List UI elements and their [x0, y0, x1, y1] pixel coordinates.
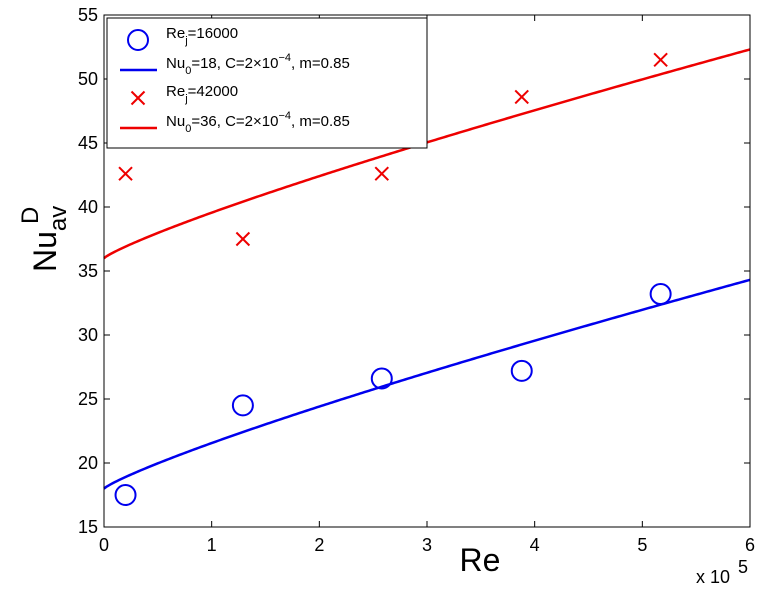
y-tick-label: 45 [78, 133, 98, 153]
x-marker [118, 166, 133, 181]
y-tick-label: 25 [78, 389, 98, 409]
legend: Rej=16000 Nu0=18, C=2×10−4, m=0.85 Rej=420… [106, 17, 428, 149]
y-tick-label: 15 [78, 517, 98, 537]
x-tick-label: 5 [637, 535, 647, 555]
y-tick-label: 55 [78, 5, 98, 25]
legend-label: Rej=42000 [166, 83, 238, 105]
y-axis-label-main: Nu [27, 231, 63, 272]
circle-marker [231, 394, 254, 417]
legend-label: Nu0=18, C=2×10−4, m=0.85 [166, 52, 350, 77]
circle-marker [370, 367, 393, 390]
x-tick-label: 0 [99, 535, 109, 555]
legend-entry: Rej=16000 [127, 25, 238, 51]
x-tick-label: 6 [745, 535, 755, 555]
x-axis-exponent: x 10 5 [696, 557, 748, 587]
y-tick-label: 30 [78, 325, 98, 345]
y-axis-label-superscript: D [17, 207, 44, 224]
x-marker [235, 231, 251, 247]
fit-line-1 [103, 278, 751, 490]
y-tick-label: 40 [78, 197, 98, 217]
legend-label: Nu0=36, C=2×10−4, m=0.85 [166, 110, 350, 135]
x-tick-label: 2 [314, 535, 324, 555]
x-axis-exponent-base: x 10 [696, 567, 730, 587]
data-markers [114, 52, 672, 506]
y-axis-label-subscript: av [45, 206, 72, 231]
x-marker [653, 52, 668, 68]
circle-marker [510, 359, 533, 382]
x-tick-label: 4 [530, 535, 540, 555]
y-tick-label: 50 [78, 69, 98, 89]
y-tick-label: 20 [78, 453, 98, 473]
legend-x-icon [130, 90, 146, 106]
circle-marker [649, 283, 672, 306]
svg-text:Nuav: Nuav [27, 206, 72, 272]
y-tick-label: 35 [78, 261, 98, 281]
legend-circle-icon [127, 29, 149, 51]
legend-label: Rej=16000 [166, 25, 238, 47]
x-marker [374, 166, 389, 181]
legend-entry: Rej=42000 [130, 83, 238, 106]
x-axis-exponent-power: 5 [738, 557, 748, 577]
circle-marker [114, 484, 137, 506]
legend-entry: Nu0=18, C=2×10−4, m=0.85 [120, 52, 350, 77]
y-axis-label: Nuav D [17, 206, 72, 272]
x-marker [514, 89, 529, 105]
x-tick-label: 1 [207, 535, 217, 555]
x-axis-label: Re [460, 542, 501, 578]
legend-box [106, 17, 428, 149]
x-tick-label: 3 [422, 535, 432, 555]
legend-entry: Nu0=36, C=2×10−4, m=0.85 [120, 110, 350, 135]
